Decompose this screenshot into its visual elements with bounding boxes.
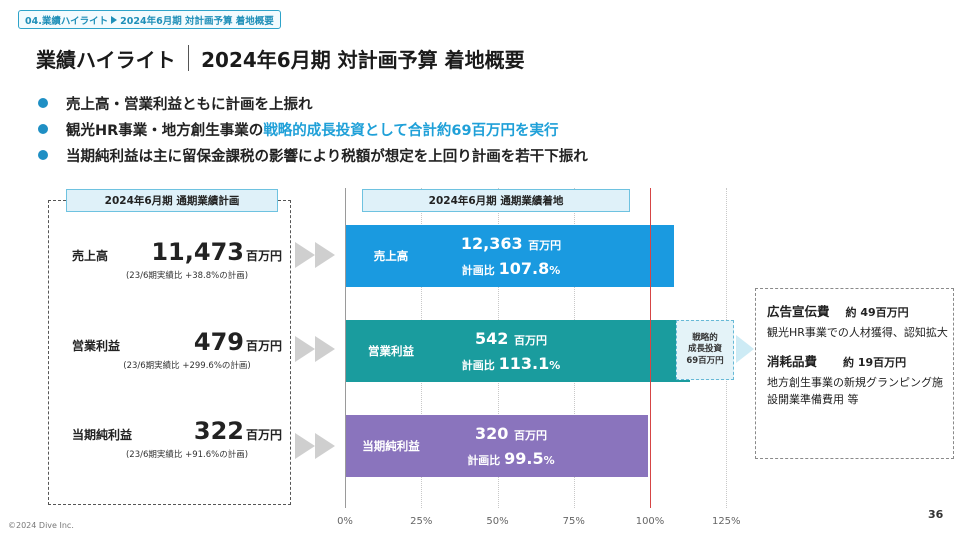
detail-item: 広告宣伝費 約 49百万円 観光HR事業での人材獲得、認知拡大 xyxy=(767,301,953,341)
bullet-list: 売上高・営業利益ともに計画を上振れ 観光HR事業・地方創生事業の 戦略的成長投資と… xyxy=(38,90,588,168)
bar-value-label: 542 百万円 xyxy=(475,329,547,348)
detail-description: 観光HR事業での人材獲得、認知拡大 xyxy=(767,326,948,339)
bullet-item: 売上高・営業利益ともに計画を上振れ xyxy=(38,90,588,116)
breadcrumb-arrow-icon xyxy=(111,15,118,24)
chevron-right-icon xyxy=(295,433,315,459)
chevron-right-icon xyxy=(295,336,315,362)
x-tick-label: 125% xyxy=(711,516,741,527)
bar-category-label: 営業利益 xyxy=(368,344,414,358)
invest-line: 69百万円 xyxy=(686,355,724,366)
plan-note: (23/6期実績比 +299.6%の計画) xyxy=(123,361,251,371)
plan-row-net-income: 当期純利益 322 百万円 (23/6期実績比 +91.6%の計画) xyxy=(72,417,282,460)
copyright: ©2024 Dive Inc. xyxy=(8,521,74,530)
bar: 営業利益 542 百万円 計画比 113.1% xyxy=(346,320,690,382)
invest-line: 戦略的 xyxy=(692,332,718,343)
detail-amount: 約 49百万円 xyxy=(845,306,909,319)
detail-item: 消耗品費 約 19百万円 地方創生事業の新規グランピング施設開業準備費用 等 xyxy=(767,351,953,408)
x-tick-label: 50% xyxy=(486,516,509,527)
bullet-item: 観光HR事業・地方創生事業の 戦略的成長投資として合計約69百万円を実行 xyxy=(38,116,588,142)
x-tick-label: 75% xyxy=(562,516,585,527)
plan-unit: 百万円 xyxy=(245,428,282,442)
plan-label: 営業利益 xyxy=(72,339,121,353)
bar-value-label: 320 百万円 xyxy=(475,424,547,443)
detail-amount: 約 19百万円 xyxy=(843,356,907,370)
plan-row-operating-income: 営業利益 479 百万円 (23/6期実績比 +299.6%の計画) xyxy=(72,328,282,371)
bar-ratio-label: 計画比 107.8% xyxy=(461,259,561,278)
plan-note: (23/6期実績比 +91.6%の計画) xyxy=(125,450,249,460)
x-tick-label: 25% xyxy=(410,516,433,527)
bullet-text: 観光HR事業・地方創生事業の xyxy=(66,122,264,139)
bullet-item: 当期純利益は主に留保金課税の影響により税額が想定を上回り計画を若干下振れ xyxy=(38,142,588,168)
bullet-text: 売上高・営業利益ともに計画を上振れ xyxy=(66,96,313,113)
bullet-dot-icon xyxy=(38,98,48,108)
arrow-right-icon xyxy=(736,335,754,363)
detail-description: 地方創生事業の新規グランピング施設開業準備費用 等 xyxy=(767,376,943,407)
page-title-main: 業績ハイライト xyxy=(36,47,176,72)
plan-note: (23/6期実績比 +38.8%の計画) xyxy=(125,271,249,281)
plan-label: 売上高 xyxy=(72,249,109,263)
bar-ratio-label: 計画比 113.1% xyxy=(461,354,561,373)
page-title: 業績ハイライト 2024年6月期 対計画予算 着地概要 xyxy=(36,40,525,76)
page-title-sub: 2024年6月期 対計画予算 着地概要 xyxy=(201,47,525,72)
bar-value-label: 12,363 百万円 xyxy=(460,234,562,253)
chevron-right-icon xyxy=(315,433,335,459)
bullet-highlight: 戦略的成長投資として合計約69百万円を実行 xyxy=(263,122,559,139)
bar: 売上高 12,363 百万円 計画比 107.8% xyxy=(346,225,674,287)
actual-header: 2024年6月期 通期業績着地 xyxy=(362,189,630,212)
plan-value: 322 xyxy=(193,417,244,445)
plan-value: 11,473 xyxy=(151,238,244,266)
investment-detail-panel: 広告宣伝費 約 49百万円 観光HR事業での人材獲得、認知拡大 消耗品費 約 1… xyxy=(755,288,954,459)
chevron-right-icon xyxy=(315,242,335,268)
chevron-right-icon xyxy=(315,336,335,362)
bullet-dot-icon xyxy=(38,124,48,134)
plan-label: 当期純利益 xyxy=(72,428,133,442)
x-tick-label: 100% xyxy=(635,516,665,527)
invest-line: 成長投資 xyxy=(687,344,722,355)
bullet-dot-icon xyxy=(38,150,48,160)
chevron-right-icon xyxy=(295,242,315,268)
bar: 当期純利益 320 百万円 計画比 99.5% xyxy=(346,415,649,477)
detail-name: 広告宣伝費 xyxy=(767,304,830,319)
bar-category-label: 当期純利益 xyxy=(362,439,420,453)
bullet-text: 当期純利益は主に留保金課税の影響により税額が想定を上回り計画を若干下振れ xyxy=(66,148,588,165)
x-tick-label: 0% xyxy=(337,516,353,527)
breadcrumb: 04.業績ハイライト 2024年6月期 対計画予算 着地概要 xyxy=(18,10,281,29)
plan-unit: 百万円 xyxy=(245,249,282,263)
plan-reference-line xyxy=(650,188,652,508)
axis-zero-line xyxy=(345,188,347,508)
plan-header: 2024年6月期 通期業績計画 xyxy=(66,189,278,212)
breadcrumb-section: 04.業績ハイライト xyxy=(25,15,109,27)
page-number: 36 xyxy=(928,508,944,521)
strategic-investment-box: 戦略的 成長投資 69百万円 xyxy=(676,320,734,380)
bar-category-label: 売上高 xyxy=(373,249,409,263)
plan-value: 479 xyxy=(193,328,244,356)
title-separator xyxy=(187,45,190,71)
plan-unit: 百万円 xyxy=(245,339,282,353)
bar-ratio-label: 計画比 99.5% xyxy=(467,449,555,468)
detail-name: 消耗品費 xyxy=(767,354,818,370)
plan-row-sales: 売上高 11,473 百万円 (23/6期実績比 +38.8%の計画) xyxy=(72,238,282,281)
breadcrumb-page: 2024年6月期 対計画予算 着地概要 xyxy=(120,15,274,27)
